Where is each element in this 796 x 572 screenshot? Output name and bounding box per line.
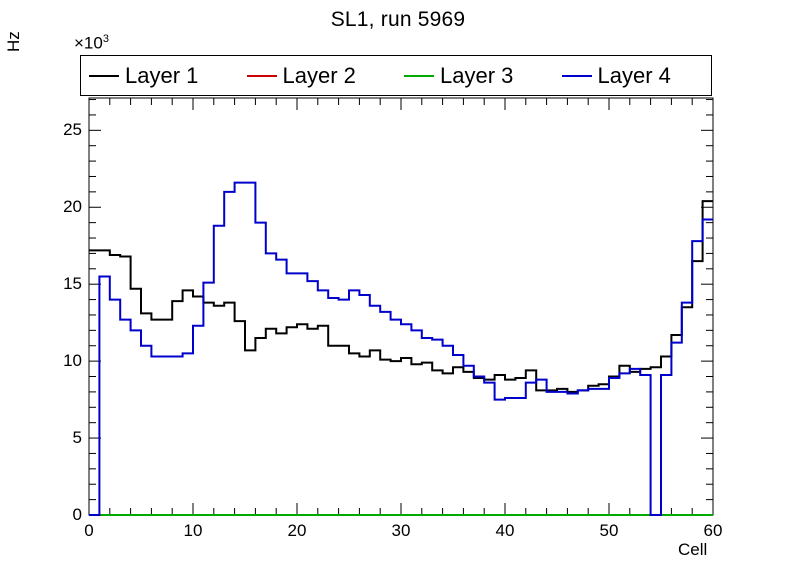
x-tick-label: 40 xyxy=(495,521,515,540)
legend-entry-layer-3[interactable]: Layer 3 xyxy=(396,62,554,88)
page-title: SL1, run 5969 xyxy=(330,8,466,31)
legend-label: Layer 2 xyxy=(282,62,356,88)
y-axis-exponent-base: ×10 xyxy=(74,33,103,53)
x-tick-label: 20 xyxy=(287,521,307,540)
x-tick-label: 10 xyxy=(183,521,203,540)
y-tick-label: 20 xyxy=(63,197,82,217)
y-tick-label: 25 xyxy=(63,120,82,140)
plot-frame xyxy=(88,97,714,516)
y-tick-label: 15 xyxy=(63,274,82,294)
x-tick-label: 50 xyxy=(599,521,619,540)
legend-swatch-icon xyxy=(89,74,119,77)
legend-entry-layer-4[interactable]: Layer 4 xyxy=(554,62,712,88)
axis-ticks xyxy=(88,98,714,516)
legend-swatch-icon xyxy=(404,74,434,77)
x-tick-label: 60 xyxy=(703,521,723,540)
legend-label: Layer 4 xyxy=(597,62,671,88)
legend-label: Layer 3 xyxy=(440,62,514,88)
legend-entry-layer-1[interactable]: Layer 1 xyxy=(81,62,239,88)
series-line-layer-4 xyxy=(89,181,713,516)
x-tick-label: 30 xyxy=(391,521,411,540)
y-axis-exponent-label: ×103 xyxy=(74,33,109,54)
x-tick-label: 0 xyxy=(84,521,94,540)
y-tick-label: 5 xyxy=(72,428,82,448)
legend[interactable]: Layer 1 Layer 2 Layer 3 Layer 4 xyxy=(80,55,712,96)
legend-swatch-icon xyxy=(246,74,277,77)
legend-swatch-icon xyxy=(561,74,592,77)
x-axis-title: Cell xyxy=(678,540,708,559)
y-axis-exponent-power: 3 xyxy=(102,33,109,45)
plot-frame-rect xyxy=(88,97,714,516)
y-tick-label: 10 xyxy=(63,351,82,371)
y-tick-label: 0 xyxy=(72,505,82,524)
legend-entry-layer-2[interactable]: Layer 2 xyxy=(239,62,397,88)
legend-label: Layer 1 xyxy=(125,62,199,88)
data-series-group xyxy=(89,181,713,516)
series-line-layer-1 xyxy=(89,200,713,393)
